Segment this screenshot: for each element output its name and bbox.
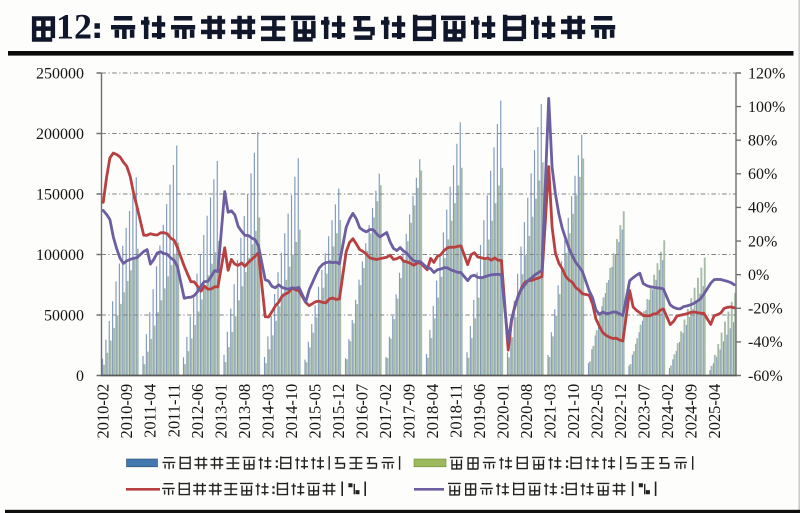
svg-text:2020-01: 2020-01	[494, 384, 513, 439]
svg-text:0: 0	[76, 368, 84, 385]
svg-text:-60%: -60%	[748, 368, 783, 385]
svg-text:2025-04: 2025-04	[705, 384, 724, 439]
svg-text:2022-12: 2022-12	[611, 384, 630, 439]
svg-text:2020-08: 2020-08	[517, 384, 536, 439]
svg-text:50000: 50000	[44, 307, 84, 324]
svg-text:40%: 40%	[748, 200, 777, 217]
svg-text:2018-04: 2018-04	[423, 384, 442, 439]
svg-text:2011-04: 2011-04	[141, 384, 160, 438]
svg-text:2015-12: 2015-12	[329, 384, 348, 439]
svg-text:2017-02: 2017-02	[376, 384, 395, 439]
svg-text:20%: 20%	[748, 233, 777, 250]
svg-text:2011-11: 2011-11	[164, 384, 183, 437]
svg-text:250000: 250000	[36, 65, 84, 82]
svg-text:2013-01: 2013-01	[211, 384, 230, 439]
svg-text:0%: 0%	[748, 267, 769, 284]
svg-text:12: 12	[56, 6, 92, 46]
svg-text:2024-09: 2024-09	[682, 384, 701, 439]
svg-text:2021-03: 2021-03	[541, 384, 560, 439]
svg-text:2017-09: 2017-09	[400, 384, 419, 439]
svg-text:2014-10: 2014-10	[282, 384, 301, 439]
svg-text:2022-05: 2022-05	[588, 384, 607, 439]
svg-text:2013-08: 2013-08	[235, 384, 254, 439]
svg-text:200000: 200000	[36, 126, 84, 143]
svg-text:2015-05: 2015-05	[305, 384, 324, 439]
svg-text:2014-03: 2014-03	[258, 384, 277, 439]
svg-text:120%: 120%	[748, 65, 785, 82]
svg-text:2012-06: 2012-06	[188, 384, 207, 439]
svg-text:2019-06: 2019-06	[470, 384, 489, 439]
svg-text:80%: 80%	[748, 133, 777, 150]
svg-text:150000: 150000	[36, 186, 84, 203]
svg-text:100%: 100%	[748, 99, 785, 116]
svg-text:2018-11: 2018-11	[447, 384, 466, 438]
svg-text:-40%: -40%	[748, 334, 783, 351]
svg-text:2021-10: 2021-10	[564, 384, 583, 439]
svg-text:2016-07: 2016-07	[352, 384, 371, 439]
svg-text:60%: 60%	[748, 166, 777, 183]
svg-text:2024-02: 2024-02	[658, 384, 677, 439]
svg-text:-20%: -20%	[748, 301, 783, 318]
svg-text:2010-02: 2010-02	[94, 384, 113, 439]
svg-text:2010-09: 2010-09	[117, 384, 136, 439]
svg-text:100000: 100000	[36, 247, 84, 264]
svg-text:2023-07: 2023-07	[635, 384, 654, 439]
